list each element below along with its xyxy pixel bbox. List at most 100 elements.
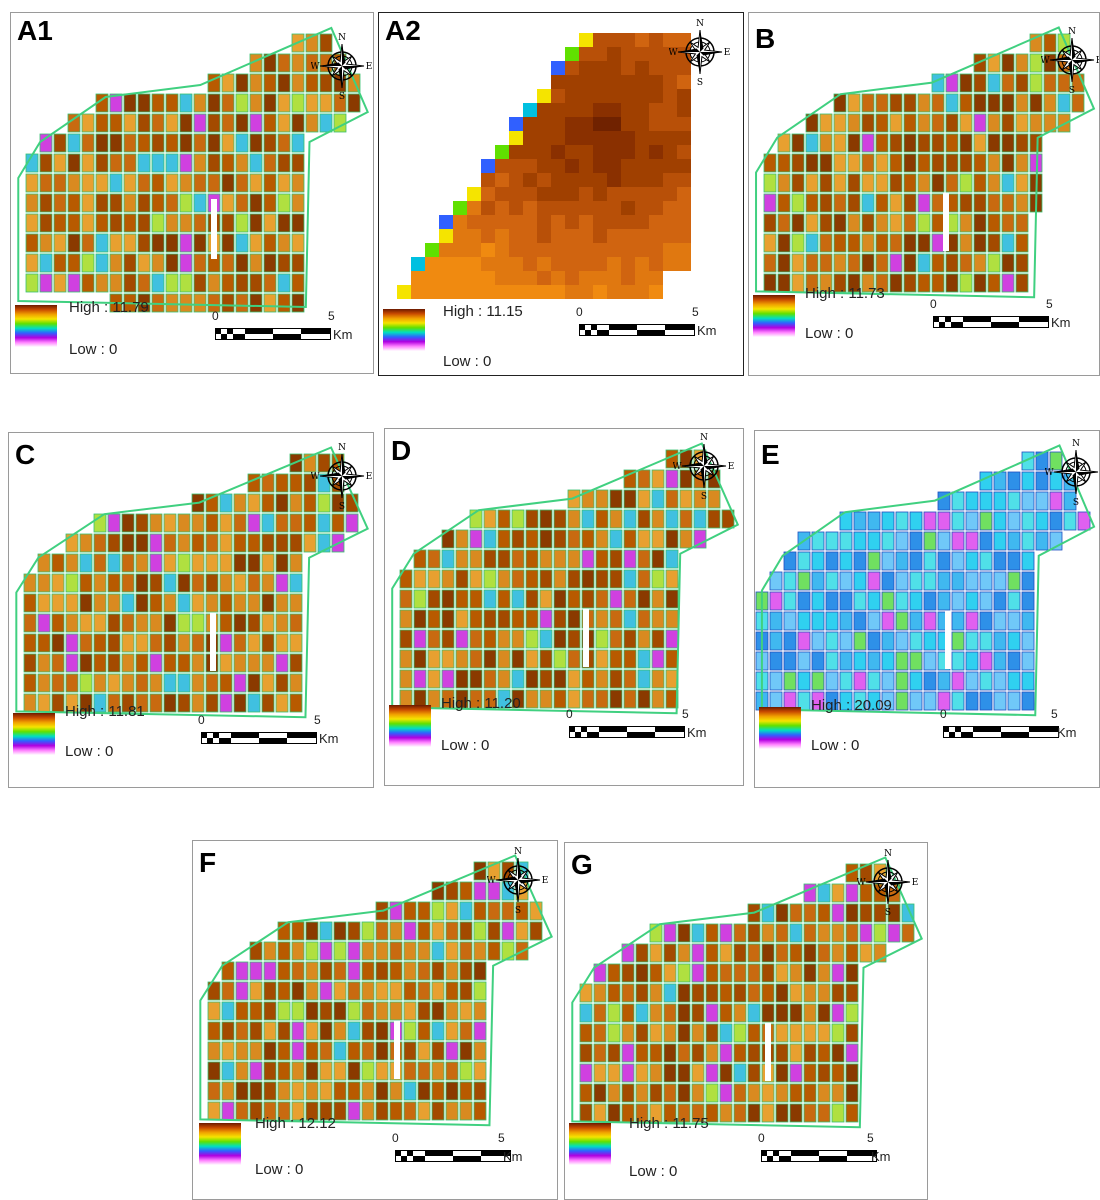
- map-raster: [15, 446, 369, 719]
- color-ramp: [753, 295, 795, 337]
- scale-start: 0: [198, 713, 205, 727]
- scale-end: 5: [328, 309, 335, 323]
- scale-bar-graphic: [569, 725, 685, 743]
- scale-end: 5: [314, 713, 321, 727]
- svg-text:N: N: [1068, 27, 1076, 37]
- scale-bar-graphic: [761, 1149, 877, 1167]
- scale-start: 0: [566, 707, 573, 721]
- svg-text:W: W: [673, 462, 682, 472]
- color-ramp: [569, 1123, 611, 1165]
- panel-label: A2: [385, 15, 421, 46]
- scale-end: 5: [692, 305, 699, 319]
- color-ramp: [383, 309, 425, 351]
- north-arrow-icon: N S E W: [856, 847, 919, 922]
- legend-low: Low : 0: [805, 325, 854, 342]
- color-ramp: [759, 707, 801, 749]
- scale-bar-graphic: [395, 1149, 511, 1167]
- legend-low: Low : 0: [69, 341, 118, 358]
- legend-high: High : 11.20: [441, 695, 521, 712]
- svg-text:W: W: [311, 62, 320, 72]
- scale-unit: Km: [319, 731, 339, 746]
- scale-bar-graphic: [943, 725, 1059, 743]
- map-raster: [755, 444, 1096, 717]
- legend-high: High : 11.15: [443, 303, 523, 320]
- map-panel-b: B N S E W High : 11.73 Low : 0 0 5 Km: [748, 12, 1100, 376]
- svg-text:E: E: [912, 878, 919, 888]
- legend-low: Low : 0: [65, 743, 114, 760]
- legend-high: High : 11.79: [69, 299, 149, 316]
- scale-unit: Km: [1051, 315, 1071, 330]
- map-panel-f: F N S E W High : 12.12 Low : 0 0 5 Km: [192, 840, 558, 1200]
- svg-text:N: N: [338, 443, 346, 453]
- scale-start: 0: [758, 1131, 765, 1145]
- svg-text:W: W: [487, 876, 496, 886]
- scale-unit: Km: [687, 725, 707, 740]
- scale-end: 5: [1046, 297, 1053, 311]
- scale-start: 0: [392, 1131, 399, 1145]
- scale-start: 0: [212, 309, 219, 323]
- svg-text:S: S: [1073, 498, 1079, 507]
- panel-label: C: [15, 439, 36, 470]
- scale-end: 5: [498, 1131, 505, 1145]
- scale-bar-graphic: [579, 323, 695, 341]
- map-panel-c: C N S E W High : 11.81 Low : 0 0 5 Km: [8, 432, 374, 788]
- legend-high: High : 11.75: [629, 1115, 709, 1132]
- north-arrow-icon: N S E W: [672, 431, 735, 506]
- svg-text:E: E: [724, 48, 731, 58]
- svg-text:W: W: [1041, 56, 1050, 66]
- svg-text:W: W: [311, 472, 320, 482]
- svg-text:N: N: [696, 19, 704, 29]
- panel-label: B: [755, 23, 776, 54]
- legend-high: High : 11.73: [805, 285, 885, 302]
- scale-unit: Km: [697, 323, 717, 338]
- svg-text:N: N: [1072, 439, 1080, 449]
- color-ramp: [199, 1123, 241, 1165]
- legend-low: Low : 0: [811, 737, 860, 754]
- map-panel-g: G N S E W High : 11.75 Low : 0 0 5 Km: [564, 842, 928, 1200]
- map-raster: [17, 26, 370, 313]
- svg-text:S: S: [885, 908, 891, 917]
- svg-text:S: S: [1069, 86, 1075, 95]
- svg-text:E: E: [542, 876, 549, 886]
- svg-text:S: S: [515, 906, 521, 915]
- scale-start: 0: [930, 297, 937, 311]
- scale-bar-graphic: [933, 315, 1049, 333]
- legend-high: High : 12.12: [255, 1115, 336, 1132]
- svg-text:S: S: [701, 492, 707, 501]
- legend-high: High : 20.09: [811, 697, 892, 714]
- scale-end: 5: [1051, 707, 1058, 721]
- svg-text:S: S: [697, 78, 703, 87]
- map-raster: [391, 442, 740, 715]
- svg-text:W: W: [857, 878, 866, 888]
- svg-text:E: E: [728, 462, 735, 472]
- map-raster: [397, 33, 691, 299]
- map-panel-a2: A2 N S E W High : 11.15 Low : 0 0 5 Km: [378, 12, 744, 376]
- map-raster: [755, 26, 1096, 299]
- scale-bar-graphic: [215, 327, 331, 345]
- scale-unit: Km: [333, 327, 353, 342]
- map-panel-a1: A1 N S E W High : 11.79 Low : 0 0 5 Km: [10, 12, 374, 374]
- panel-label: F: [199, 847, 217, 878]
- north-arrow-icon: N S E W: [1040, 25, 1100, 100]
- panel-label: D: [391, 435, 412, 466]
- panel-label: A1: [17, 15, 53, 46]
- svg-text:E: E: [1096, 56, 1100, 66]
- scale-start: 0: [576, 305, 583, 319]
- legend-low: Low : 0: [629, 1163, 678, 1180]
- svg-text:E: E: [366, 62, 373, 72]
- svg-text:N: N: [338, 33, 346, 43]
- svg-text:W: W: [669, 48, 678, 58]
- color-ramp: [13, 713, 55, 755]
- color-ramp: [389, 705, 431, 747]
- scale-end: 5: [682, 707, 689, 721]
- scale-end: 5: [867, 1131, 874, 1145]
- svg-text:N: N: [700, 433, 708, 443]
- svg-text:N: N: [884, 849, 892, 859]
- scale-bar-graphic: [201, 731, 317, 749]
- panel-label: E: [761, 439, 780, 470]
